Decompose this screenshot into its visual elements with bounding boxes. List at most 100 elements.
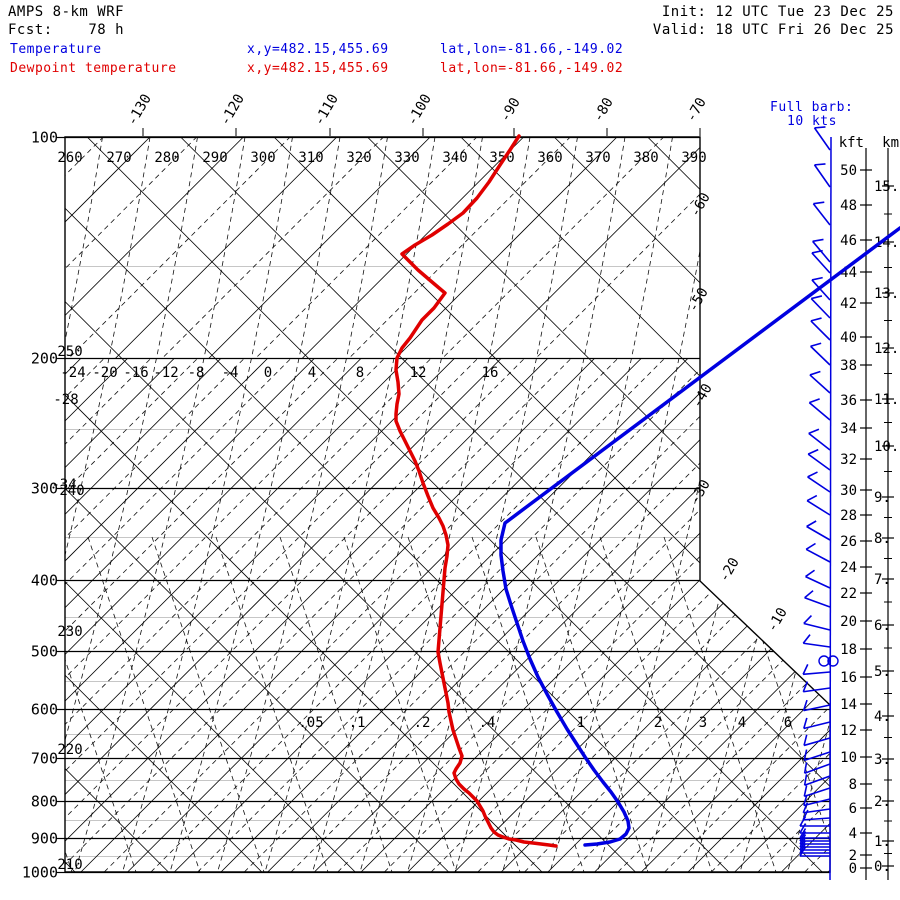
svg-text:6: 6 <box>849 801 857 817</box>
svg-text:-16: -16 <box>123 365 148 381</box>
legend-temperature-xy: x,y=482.15,455.69 <box>247 42 389 57</box>
svg-text:-130: -130 <box>124 91 155 128</box>
dashed-isotherm-lines-lower <box>65 358 830 872</box>
solid-isotherm-lines-lower <box>65 358 830 872</box>
svg-text:16: 16 <box>840 670 857 686</box>
svg-text:310: 310 <box>298 150 323 166</box>
svg-text:12: 12 <box>840 723 857 739</box>
svg-text:340: 340 <box>442 150 467 166</box>
svg-text:-40: -40 <box>689 381 716 411</box>
svg-text:320: 320 <box>346 150 371 166</box>
svg-text:3.: 3. <box>874 752 891 768</box>
svg-text:22: 22 <box>840 586 857 602</box>
svg-text:36: 36 <box>840 393 857 409</box>
svg-text:-10: -10 <box>764 605 791 635</box>
legend-dewpoint-xy: x,y=482.15,455.69 <box>247 61 389 76</box>
svg-text:6.: 6. <box>874 618 891 634</box>
svg-text:8: 8 <box>356 365 364 381</box>
svg-text:4: 4 <box>849 826 857 842</box>
svg-text:.1: .1 <box>349 715 366 731</box>
svg-text:38: 38 <box>840 358 857 374</box>
svg-text:-4: -4 <box>222 365 239 381</box>
svg-text:300: 300 <box>31 480 58 498</box>
svg-text:4.: 4. <box>874 709 891 725</box>
pressure-major-gridlines <box>57 136 830 874</box>
theta-labels: 260 270 280 290 300 310 320 330 340 350 360 370 380 3… <box>57 150 706 873</box>
svg-text:-60: -60 <box>687 190 714 220</box>
legend-temperature-label: Temperature <box>10 42 102 57</box>
svg-text:0: 0 <box>849 861 857 877</box>
svg-text:46: 46 <box>840 233 857 249</box>
mixing-ratio-labels: .05 .1 .2 .4 1 2 3 4 6 <box>298 715 792 731</box>
legend-temperature-latlon: lat,lon=-81.66,-149.02 <box>440 42 624 57</box>
svg-text:4: 4 <box>308 365 316 381</box>
pressure-minor-gridlines <box>65 266 830 857</box>
temperature-curve <box>499 226 900 847</box>
legend-dewpoint-latlon: lat,lon=-81.66,-149.02 <box>440 61 624 76</box>
valid-time: Valid: 18 UTC Fri 26 Dec 25 <box>652 22 894 38</box>
solid-isotherm-lines-upper <box>65 137 700 358</box>
svg-text:800: 800 <box>31 793 58 811</box>
svg-text:500: 500 <box>31 643 58 661</box>
svg-text:5.: 5. <box>874 664 891 680</box>
svg-text:-28: -28 <box>53 392 78 408</box>
svg-text:12.: 12. <box>874 341 899 357</box>
full-barb-note-line2: 10 kts <box>787 114 837 129</box>
svg-text:8.: 8. <box>874 531 891 547</box>
legend-dewpoint-label: Dewpoint temperature <box>10 61 177 76</box>
dashed-isotherm-lines-upper <box>65 137 700 358</box>
svg-text:-8: -8 <box>188 365 205 381</box>
svg-text:380: 380 <box>633 150 658 166</box>
svg-text:210: 210 <box>57 857 82 873</box>
svg-text:280: 280 <box>154 150 179 166</box>
svg-text:10.: 10. <box>874 439 899 455</box>
svg-text:kft: kft <box>839 135 864 151</box>
dewpoint-curve <box>394 134 558 848</box>
svg-text:390: 390 <box>681 150 706 166</box>
svg-text:10: 10 <box>840 750 857 766</box>
svg-text:2: 2 <box>849 848 857 864</box>
svg-text:40: 40 <box>840 330 857 346</box>
svg-text:6: 6 <box>784 715 792 731</box>
svg-text:.05: .05 <box>298 715 323 731</box>
svg-text:4: 4 <box>738 715 746 731</box>
svg-text:km: km <box>882 135 899 151</box>
svg-text:0.: 0. <box>874 859 891 875</box>
svg-text:-100: -100 <box>404 91 435 128</box>
svg-text:220: 220 <box>57 742 82 758</box>
svg-text:-34: -34 <box>51 477 76 493</box>
isotherm-right-labels: -60 -50 -40 -30 -20 -10 <box>685 190 791 635</box>
svg-text:11.: 11. <box>874 392 899 408</box>
svg-text:30: 30 <box>840 483 857 499</box>
svg-text:360: 360 <box>537 150 562 166</box>
isotherm-top-labels: -130 -120 -110 -100 -90 -80 -70 <box>124 91 710 136</box>
svg-text:16: 16 <box>482 365 499 381</box>
svg-text:34: 34 <box>840 421 857 437</box>
svg-text:42: 42 <box>840 296 857 312</box>
svg-text:270: 270 <box>106 150 131 166</box>
svg-text:8: 8 <box>849 777 857 793</box>
svg-text:-120: -120 <box>217 91 248 128</box>
svg-text:1000: 1000 <box>22 864 58 882</box>
pressure-axis-labels: 100 200 300 400 500 600 700 800 900 1000 <box>22 129 58 882</box>
svg-text:-30: -30 <box>687 477 714 507</box>
svg-text:300: 300 <box>250 150 275 166</box>
kft-axis: kft5048464442403836343230282624222018161… <box>839 135 872 880</box>
svg-text:900: 900 <box>31 830 58 848</box>
svg-text:0: 0 <box>264 365 272 381</box>
svg-text:2.: 2. <box>874 794 891 810</box>
svg-text:3: 3 <box>699 715 707 731</box>
svg-text:250: 250 <box>57 344 82 360</box>
km-axis: km 15. 14. 13. 12. 11. 10. 9. 8. 7. 6. 5. 4. 3. 2. 1. 0. <box>874 135 899 880</box>
svg-text:50: 50 <box>840 163 857 179</box>
svg-text:260: 260 <box>57 150 82 166</box>
svg-text:-12: -12 <box>153 365 178 381</box>
svg-text:14: 14 <box>840 697 857 713</box>
svg-text:7.: 7. <box>874 572 891 588</box>
dry-adiabat-dashed-lines <box>65 137 830 872</box>
wind-barbs <box>799 126 839 881</box>
svg-text:-50: -50 <box>685 285 712 315</box>
svg-text:24: 24 <box>840 560 857 576</box>
